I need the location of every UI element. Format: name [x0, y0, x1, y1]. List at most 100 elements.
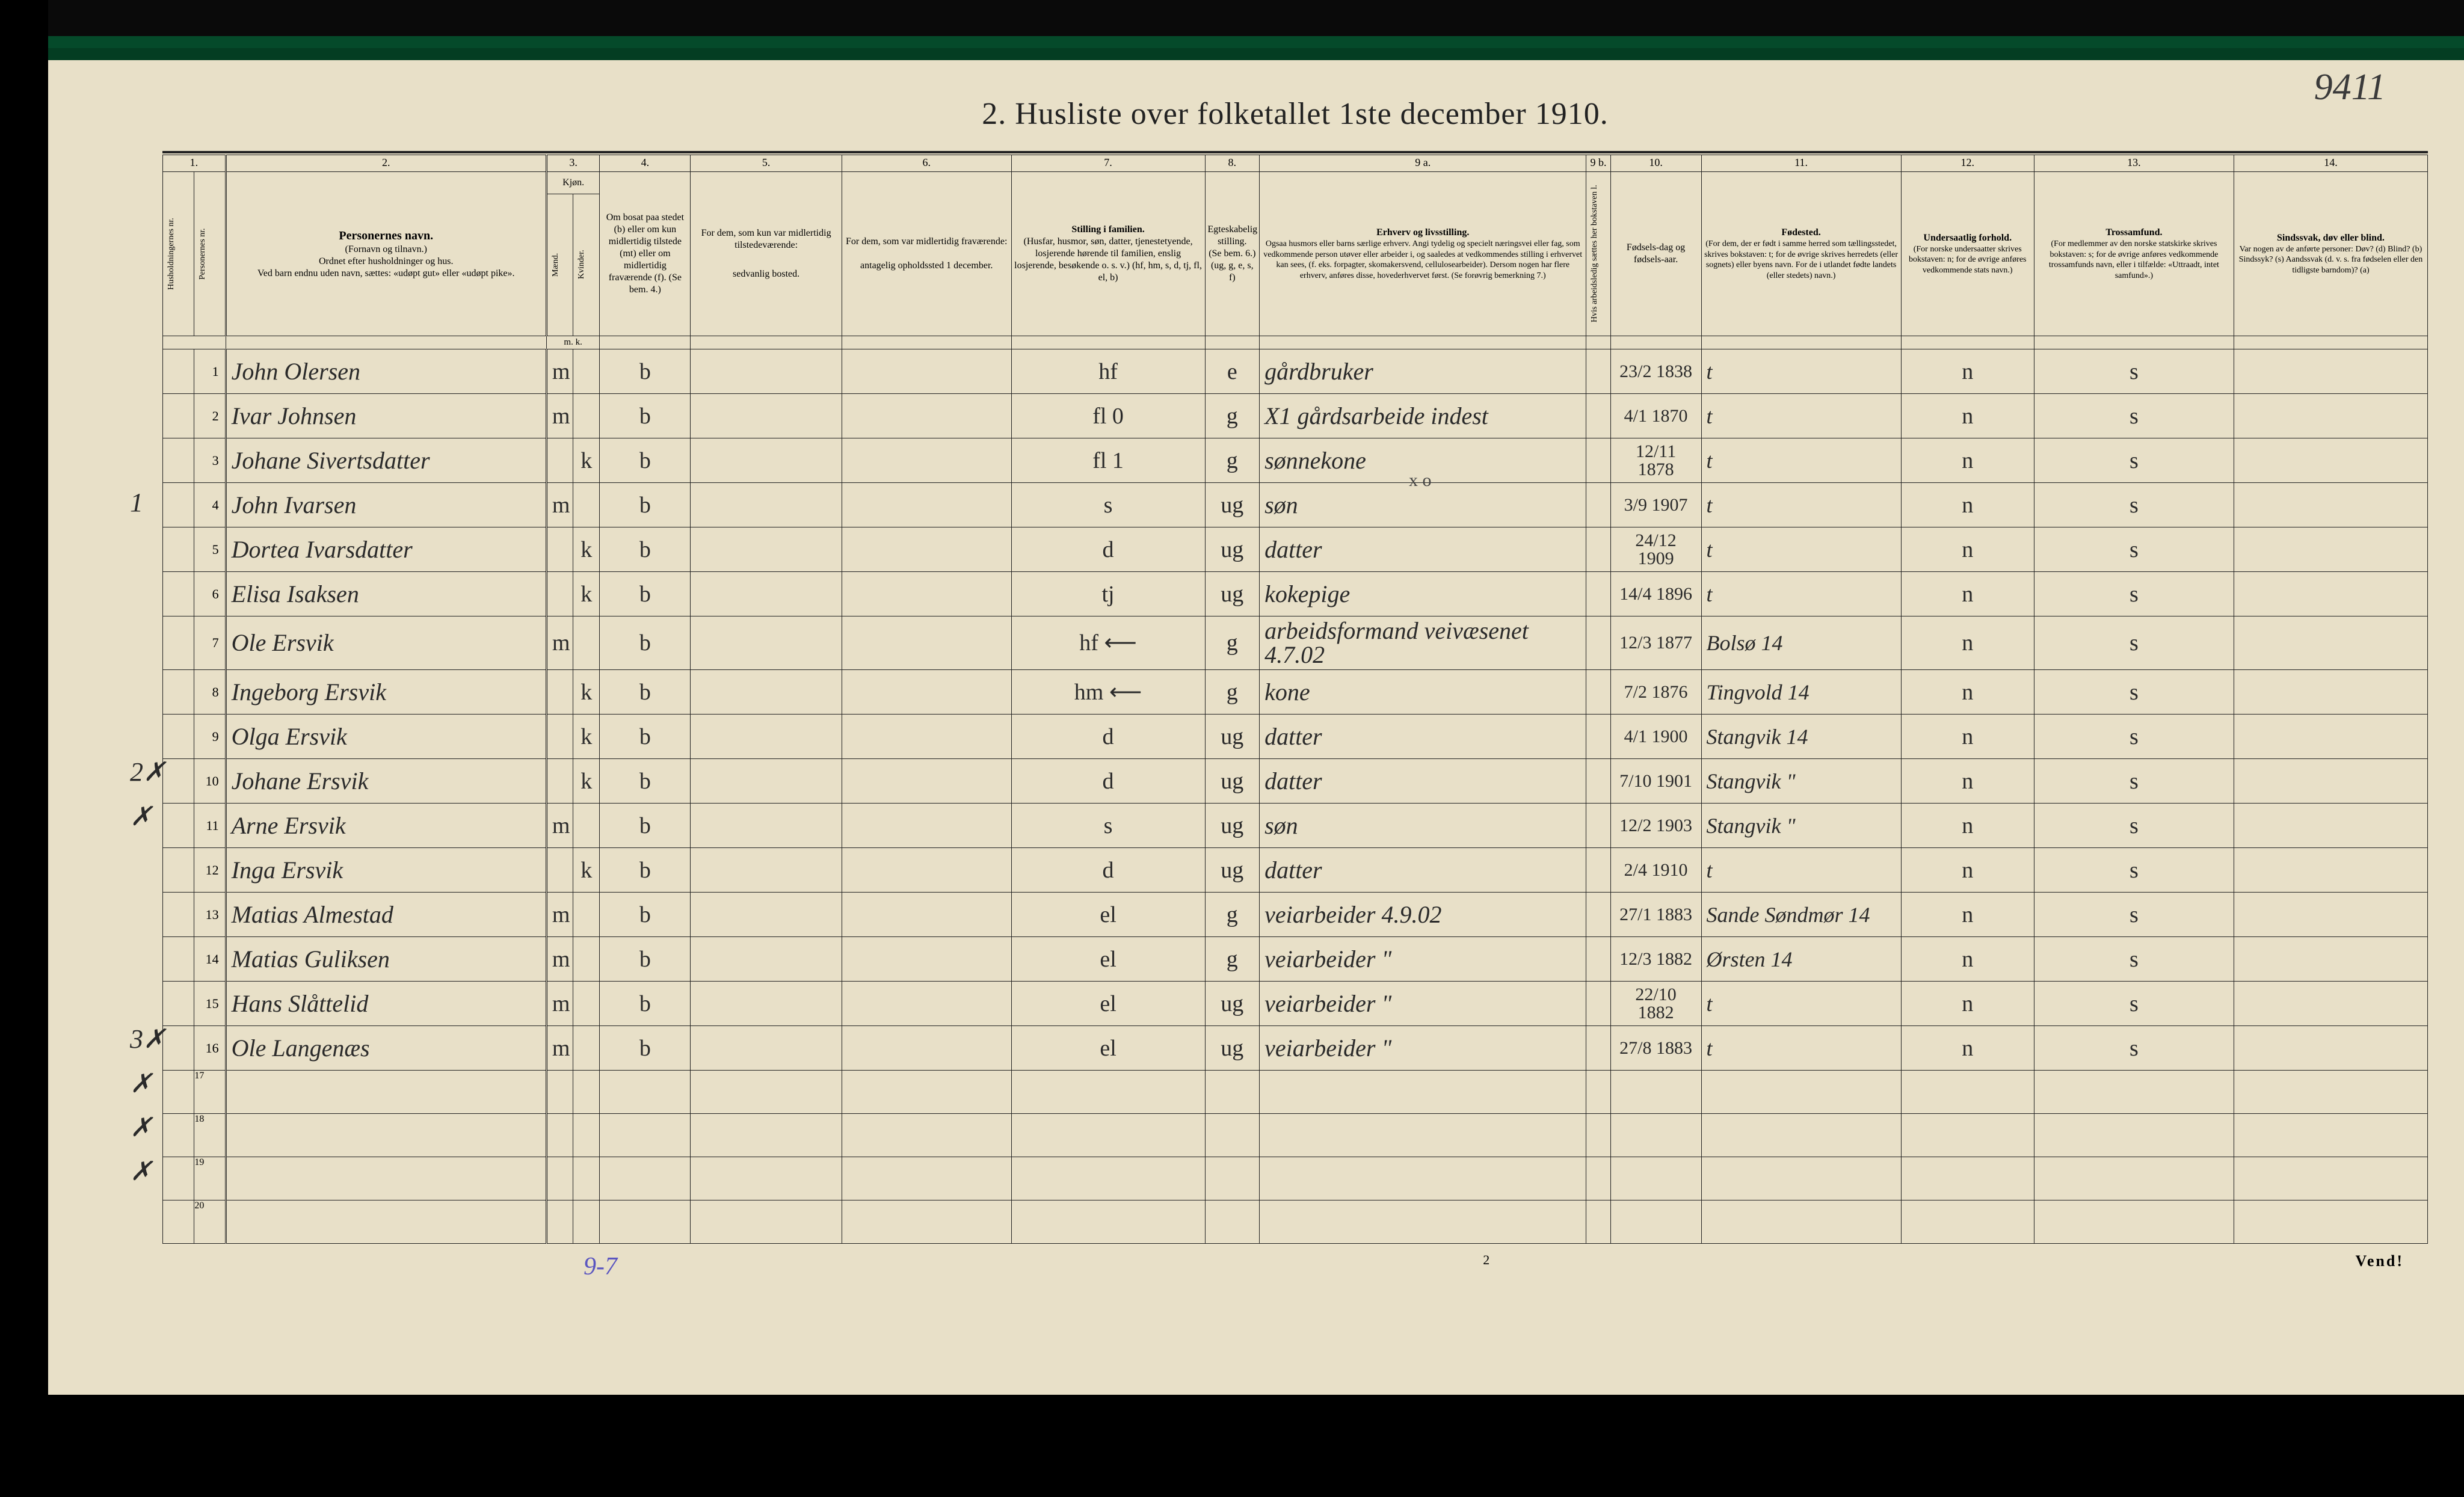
- cell-birthplace: t: [1701, 982, 1901, 1026]
- cell-religion: s: [2034, 527, 2234, 572]
- cell-citizenship: n: [1901, 438, 2034, 483]
- table-row: 1John Olersenmbhfegårdbruker23/2 1838tns: [163, 349, 2428, 394]
- cell-blank: [1260, 1114, 1586, 1157]
- cell-citizenship: n: [1901, 616, 2034, 670]
- cell-blank: [600, 1071, 691, 1114]
- cell-marital: g: [1205, 893, 1260, 937]
- cell-person-nr: 16: [194, 1026, 226, 1071]
- cell-temp-present: [691, 394, 842, 438]
- cell-household: [163, 937, 194, 982]
- cell-name: John Ivarsen: [226, 483, 546, 527]
- cell-blank: [691, 1114, 842, 1157]
- cell-religion: s: [2034, 572, 2234, 616]
- colnum-1: 1.: [163, 155, 226, 172]
- cell-sex-m: [546, 715, 573, 759]
- cell-unemployed: [1586, 670, 1610, 715]
- footer-pen-note: 9-7: [584, 1252, 617, 1281]
- table-row: 6Elisa Isaksenkbtjugkokepige14/4 1896tns: [163, 572, 2428, 616]
- cell-birthplace: t: [1701, 1026, 1901, 1071]
- cell-temp-absent: [842, 616, 1011, 670]
- cell-citizenship: n: [1901, 483, 2034, 527]
- cell-religion: s: [2034, 715, 2234, 759]
- cell-disability: [2234, 670, 2427, 715]
- cell-blank: [691, 1200, 842, 1244]
- cell-temp-present: [691, 527, 842, 572]
- cell-blank: [1205, 1114, 1260, 1157]
- cell-sex-m: m: [546, 616, 573, 670]
- cell-name: Dortea Ivarsdatter: [226, 527, 546, 572]
- cell-person-nr: 9: [194, 715, 226, 759]
- table-row: 16Ole Langenæsmbelugveiarbeider "27/8 18…: [163, 1026, 2428, 1071]
- cell-blank: [1901, 1200, 2034, 1244]
- cell-sex-k: [573, 483, 600, 527]
- cell-blank: [1586, 1157, 1610, 1200]
- cell-resident: b: [600, 527, 691, 572]
- cell-household: [163, 715, 194, 759]
- table-row-blank: 17: [163, 1071, 2428, 1114]
- cell-sex-m: m: [546, 483, 573, 527]
- header-row: Husholdningernes nr. Personernes nr. Per…: [163, 172, 2428, 194]
- cell-family-pos: d: [1011, 715, 1205, 759]
- cell-blank: [226, 1157, 546, 1200]
- cell-sex-k: k: [573, 527, 600, 572]
- cell-blank: [1260, 1157, 1586, 1200]
- cell-name: Johane Sivertsdatter: [226, 438, 546, 483]
- cell-blank: [2034, 1071, 2234, 1114]
- cell-blank: [1260, 1071, 1586, 1114]
- cell-unemployed: [1586, 893, 1610, 937]
- cell-blank: [1901, 1071, 2034, 1114]
- cell-family-pos: fl 1: [1011, 438, 1205, 483]
- cell-blank: [691, 1071, 842, 1114]
- cell-blank: [546, 1200, 573, 1244]
- cell-birthplace: t: [1701, 572, 1901, 616]
- cell-occupation: veiarbeider 4.9.02: [1260, 893, 1586, 937]
- cell-sex-k: [573, 893, 600, 937]
- table-row: 10Johane Ersvikkbdugdatter7/10 1901Stang…: [163, 759, 2428, 804]
- cell-birthplace: t: [1701, 527, 1901, 572]
- cell-disability: [2234, 572, 2427, 616]
- cell-blank: [1205, 1200, 1260, 1244]
- xo-annotation: x o: [1409, 470, 1432, 491]
- cell-blank: [842, 1114, 1011, 1157]
- cell-birthplace: t: [1701, 483, 1901, 527]
- household-margin-mark: 1: [130, 487, 143, 518]
- cell-family-pos: d: [1011, 848, 1205, 893]
- cell-blank: [2034, 1114, 2234, 1157]
- cell-blank: [1011, 1114, 1205, 1157]
- colnum-2: 2.: [226, 155, 546, 172]
- cell-marital: ug: [1205, 483, 1260, 527]
- cell-temp-present: [691, 848, 842, 893]
- cell-household: [163, 438, 194, 483]
- cell-disability: [2234, 616, 2427, 670]
- cell-person-nr: 13: [194, 893, 226, 937]
- cell-sex-m: m: [546, 893, 573, 937]
- cell-blank: [1701, 1071, 1901, 1114]
- cell-temp-absent: [842, 438, 1011, 483]
- cell-person-nr: 5: [194, 527, 226, 572]
- cell-unemployed: [1586, 804, 1610, 848]
- cell-blank: [1901, 1114, 2034, 1157]
- cell-blank: [1205, 1157, 1260, 1200]
- cell-sex-k: k: [573, 759, 600, 804]
- cell-sex-m: [546, 670, 573, 715]
- cell-disability: [2234, 483, 2427, 527]
- cell-birthplace: Bolsø 14: [1701, 616, 1901, 670]
- cell-person-nr: 11: [194, 804, 226, 848]
- cell-blank: [573, 1114, 600, 1157]
- cell-disability: [2234, 848, 2427, 893]
- cell-birthdate: 27/1 1883: [1610, 893, 1701, 937]
- cell-household: [163, 572, 194, 616]
- cell-temp-absent: [842, 804, 1011, 848]
- cell-disability: [2234, 438, 2427, 483]
- cell-name: Matias Guliksen: [226, 937, 546, 982]
- cell-citizenship: n: [1901, 759, 2034, 804]
- cell-temp-absent: [842, 483, 1011, 527]
- colnum-10: 10.: [1610, 155, 1701, 172]
- colnum-9a: 9 a.: [1260, 155, 1586, 172]
- cell-sex-m: m: [546, 982, 573, 1026]
- cell-person-nr: 4: [194, 483, 226, 527]
- cell-disability: [2234, 804, 2427, 848]
- hdr-sex-k: Kvinder.: [573, 194, 600, 336]
- cell-person-nr: 2: [194, 394, 226, 438]
- cell-citizenship: n: [1901, 349, 2034, 394]
